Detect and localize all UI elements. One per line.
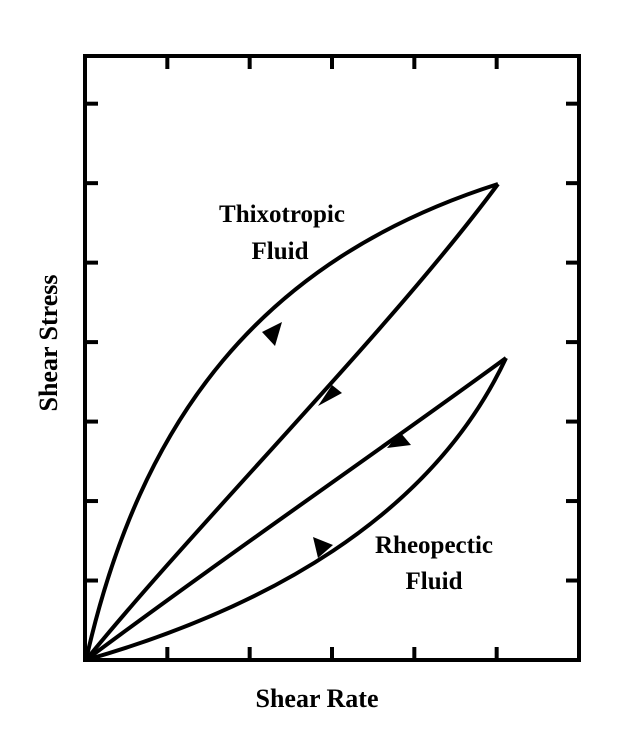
rheopectic-up-arrow <box>313 537 333 558</box>
tick-marks <box>85 56 579 660</box>
rheopectic-down-curve <box>84 356 508 662</box>
thixotropic-loop <box>84 182 500 662</box>
x-axis-label: Shear Rate <box>255 684 378 713</box>
thixotropic-up-curve <box>84 182 499 661</box>
y-axis-label: Shear Stress <box>34 275 63 412</box>
rheopectic-label-line2: Fluid <box>406 568 463 595</box>
thixotropic-down-curve <box>84 182 500 662</box>
thixotropic-up-arrow <box>262 322 282 346</box>
thixotropic-label-line1: Thixotropic <box>219 201 345 228</box>
rheopectic-loop <box>84 356 508 662</box>
rheopectic-down-arrow <box>387 432 411 448</box>
rheopectic-label-line1: Rheopectic <box>375 532 493 559</box>
rheopectic-up-curve <box>85 357 508 662</box>
thixotropic-down-arrow <box>318 385 342 406</box>
thixotropic-label-line2: Fluid <box>252 238 309 265</box>
